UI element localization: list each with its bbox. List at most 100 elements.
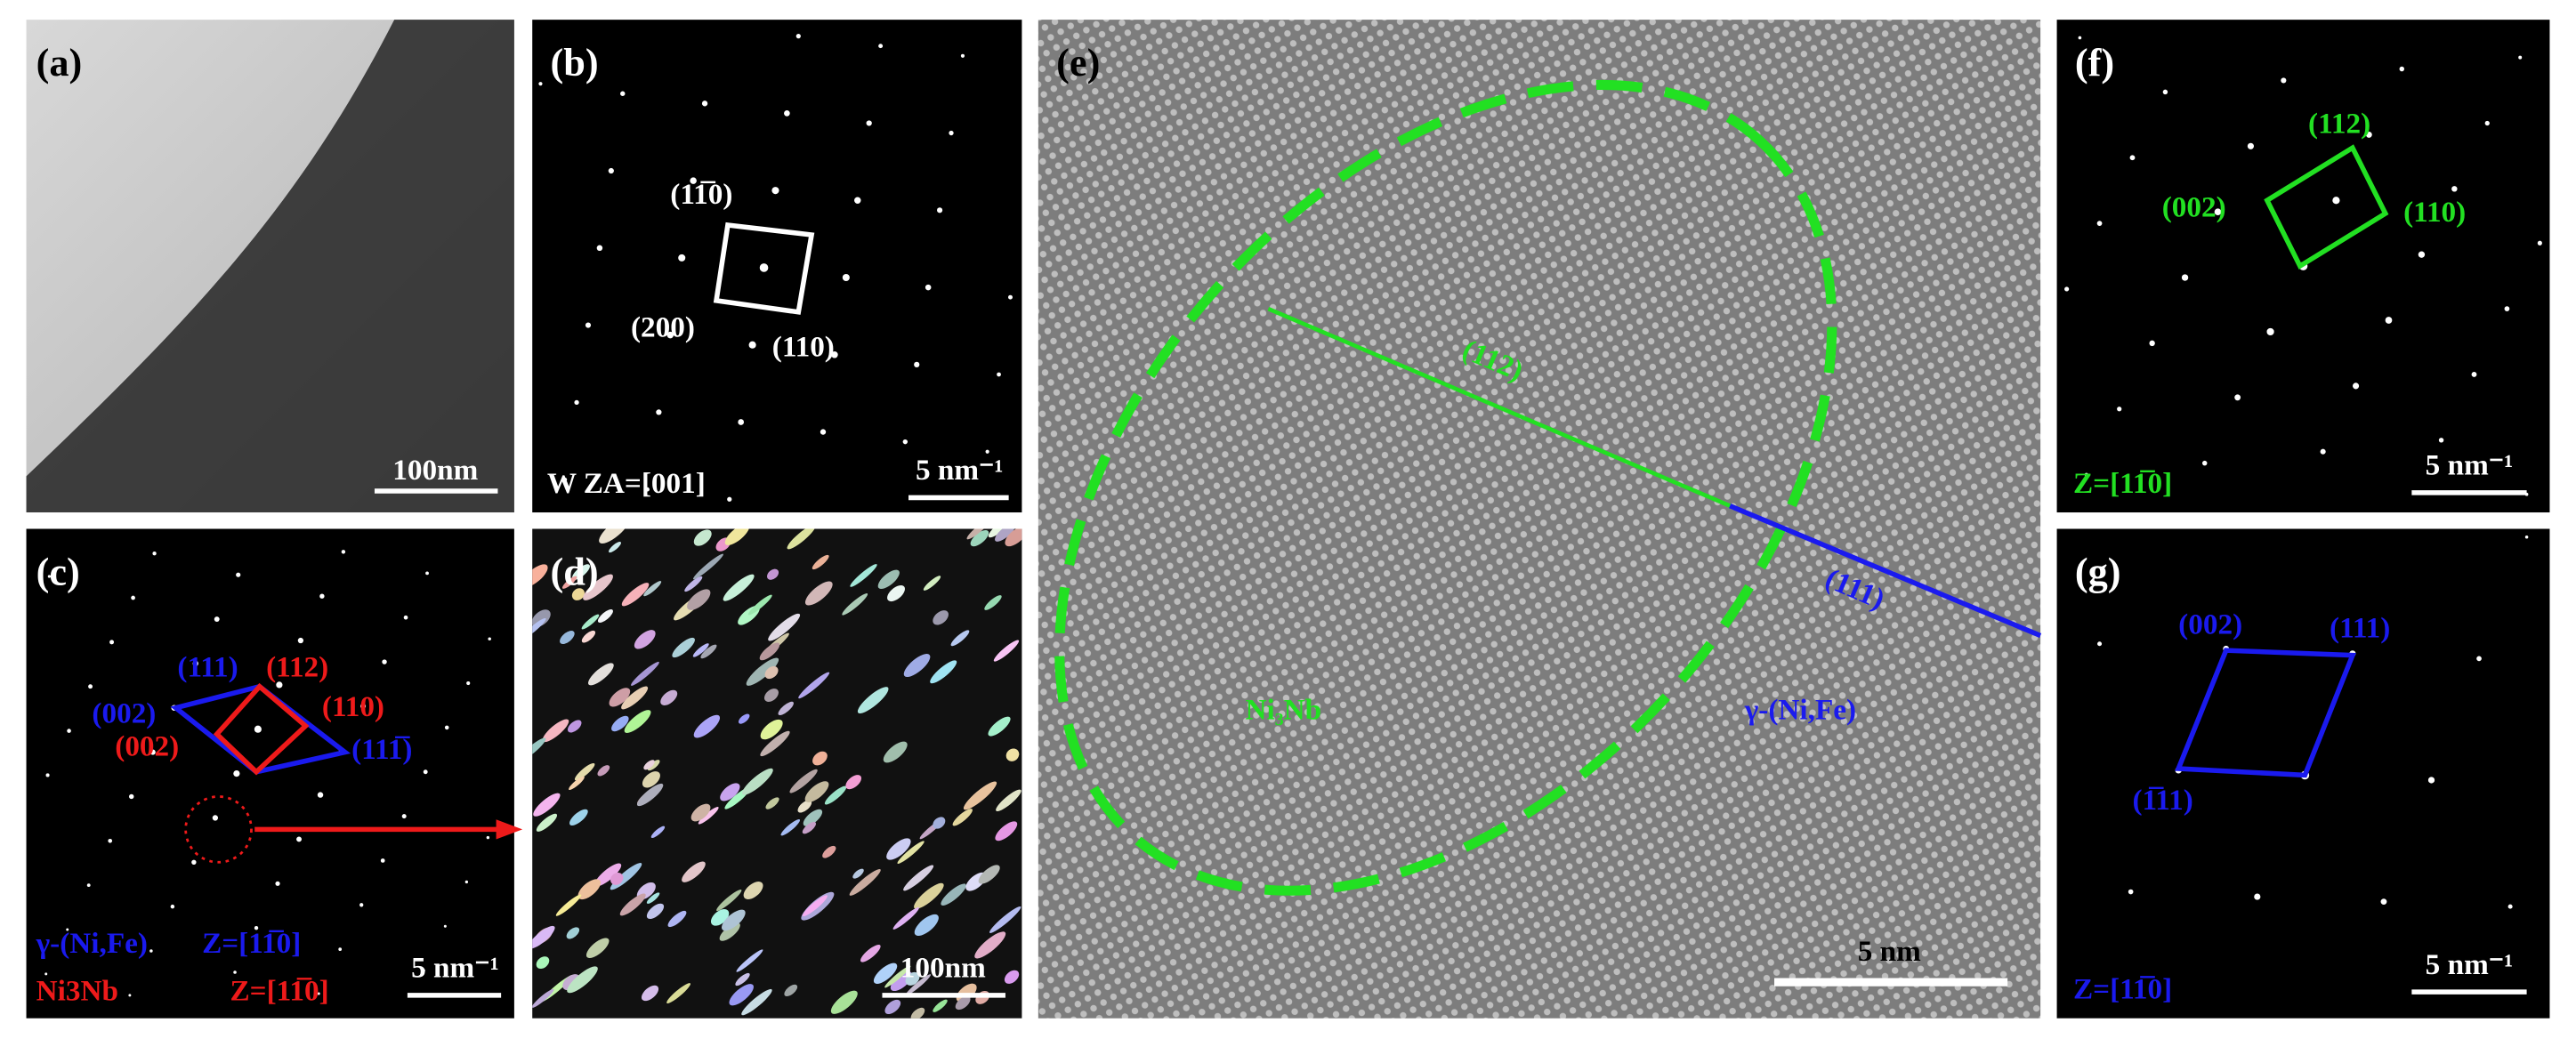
precipitate [995,528,1015,542]
diffraction-spot [382,659,387,664]
precipitate [803,895,828,917]
precipitate [719,922,740,941]
diffraction-spot [212,815,219,821]
precipitate [700,644,717,659]
precipitate [993,640,1020,662]
precipitate [877,569,900,590]
diffraction-spot [914,361,920,367]
diffraction-spot [149,949,153,953]
precipitate [687,589,711,610]
zone-axis: Z=[11̅0] [230,974,328,1007]
diffraction-spot [2149,340,2155,347]
panel-label: (g) [2075,550,2121,593]
panel-label: (f) [2075,41,2114,85]
precipitate [667,910,687,928]
precipitate [884,999,901,1015]
annotation: (1̅11) [2132,784,2192,817]
precipitate [884,965,911,988]
diffraction-spot [2234,394,2241,401]
precipitate [933,610,949,625]
precipitate [716,890,742,912]
precipitate [933,817,946,829]
annotation: (111̅) [351,733,412,766]
precipitate [729,984,754,1006]
precipitate [933,999,948,1012]
diffraction-spot [2504,306,2510,311]
precipitate [760,719,783,740]
diffraction-spot [585,322,592,328]
scale-label: 100nm [900,952,986,985]
diffraction-spot [129,793,134,800]
diffraction-spot [2484,120,2490,126]
precipitate [634,630,656,649]
zone-axis: Z=[11̅0] [2073,973,2172,1006]
diffraction-spot [596,245,603,252]
precipitate [693,529,712,546]
diffraction-spot [2281,77,2287,84]
precipitate [631,661,659,686]
precipitate [532,617,546,640]
diffraction-spot [131,595,135,600]
diffraction-spot [380,858,385,863]
precipitate [988,528,1006,538]
scale-label: 5 nm⁻¹ [916,454,1004,487]
precipitate [952,809,973,826]
precipitate [849,869,881,896]
precipitate [672,637,695,658]
selected-spot [184,795,253,864]
diffraction-spot [831,351,838,358]
diffraction-spot [563,478,568,482]
precipitate [830,990,858,1014]
phase-label: Ni₃Nb [1245,694,1321,727]
diffraction-spot [2518,55,2523,60]
precipitate [532,564,548,588]
diffraction-spot [2438,438,2444,443]
diffraction-spot [443,924,447,928]
panel-b-image [532,20,1022,513]
diffraction-spot [297,637,304,644]
precipitate [741,768,773,795]
precipitate [780,819,801,836]
precipitate [693,714,721,738]
precipitate [765,797,779,809]
precipitate [812,751,828,766]
precipitate [577,879,602,900]
precipitate [723,574,755,601]
precipitate [989,906,1022,933]
diffraction-spot [2537,240,2542,246]
diffraction-spot [678,254,686,262]
precipitate [647,760,660,771]
diffraction-spot [2128,889,2134,895]
diffraction-spot [1008,294,1013,300]
precipitate [690,803,711,822]
precipitate [567,966,598,994]
precipitate [569,809,588,826]
diffraction-spot [820,429,827,435]
diffraction-spot [2097,641,2103,647]
diffraction-spot [86,883,91,888]
precipitate [802,821,816,834]
diffraction-spot [2365,131,2372,138]
diffraction-spot [425,571,429,576]
precipitate [599,528,630,544]
diffraction-spot [108,838,113,843]
diffraction-spot [66,928,69,931]
precipitate [1005,528,1022,547]
precipitate [743,882,763,899]
diffraction-spot [464,880,469,884]
diffraction-spot [2078,36,2082,40]
precipitate [736,949,763,972]
precipitate [930,660,957,684]
precipitate [532,925,555,949]
precipitate [571,564,590,580]
diffraction-spot [338,947,343,952]
annotation: (110) [322,690,384,723]
precipitate [903,654,931,678]
precipitate [822,845,836,858]
panel-label: (a) [36,41,83,85]
diffraction-spot [2332,197,2340,205]
diffraction-spot [666,331,674,339]
precipitate [767,568,779,580]
diffraction-spot [2385,317,2393,324]
diffraction-spot [128,994,132,997]
